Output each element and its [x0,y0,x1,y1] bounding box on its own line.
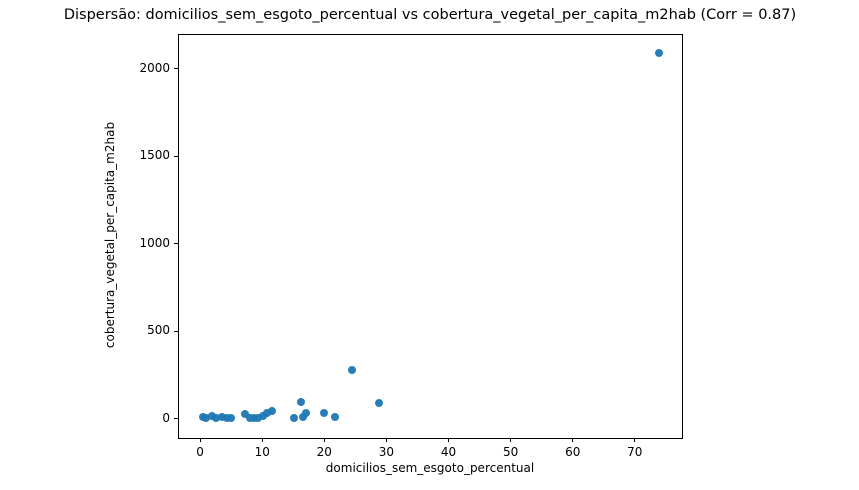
x-axis-tick-mark [323,438,325,442]
data-point [319,408,328,417]
x-axis-tick-mark [199,438,201,442]
data-point [217,412,226,421]
x-axis-tick-mark [572,438,574,442]
x-axis-tick-mark [385,438,387,442]
y-axis-tick-label: 1000 [139,235,170,250]
x-axis-tick-mark [634,438,636,442]
data-point [655,48,664,57]
data-point [254,413,263,422]
y-axis-tick-label: 0 [162,410,170,425]
y-axis-tick-mark [174,243,178,245]
x-axis-tick-label: 40 [440,445,457,459]
x-axis-tick-label: 30 [378,445,395,459]
data-point [267,407,276,416]
x-axis-tick-label: 50 [502,445,519,459]
y-axis-tick-mark [174,418,178,420]
data-point [331,413,340,422]
y-axis-tick-mark [174,330,178,332]
data-point [289,414,298,423]
x-axis-tick-mark [448,438,449,442]
y-axis-label: cobertura_vegetal_per_capita_m2hab [103,121,117,349]
x-axis-label: domicilios_sem_esgoto_percentual [325,461,535,475]
data-point [296,398,305,407]
y-axis-tick-label: 1500 [139,148,170,163]
data-point [212,413,221,422]
x-axis-tick-label: 10 [254,445,270,459]
x-axis-tick-label: 60 [565,445,581,459]
data-point [222,414,231,423]
data-point [250,414,259,423]
x-axis-tick-label: 70 [627,445,643,459]
data-point [202,414,211,423]
data-point [245,414,254,423]
y-axis-tick-mark [174,68,178,70]
y-axis-tick-label: 2000 [139,60,170,75]
data-point [207,412,216,421]
x-axis-tick-mark [510,438,512,442]
data-point [302,408,311,417]
data-point [241,410,250,419]
y-axis-tick-mark [174,155,178,157]
chart-title: Dispersão: domicilios_sem_esgoto_percent… [63,7,797,23]
x-axis-tick-label: 0 [196,445,204,459]
data-point [263,409,272,418]
data-point [227,414,236,423]
plot-area: 0 10 20 30 40 50 60 70 0 500 1000 1500 2000 [139,34,683,459]
x-axis-tick-mark [261,438,263,442]
data-point [347,365,356,374]
data-point [298,413,307,422]
data-point [258,412,267,421]
x-axis-tick-label: 20 [316,445,332,459]
data-point [374,398,383,407]
y-axis-tick-label: 500 [147,323,170,338]
